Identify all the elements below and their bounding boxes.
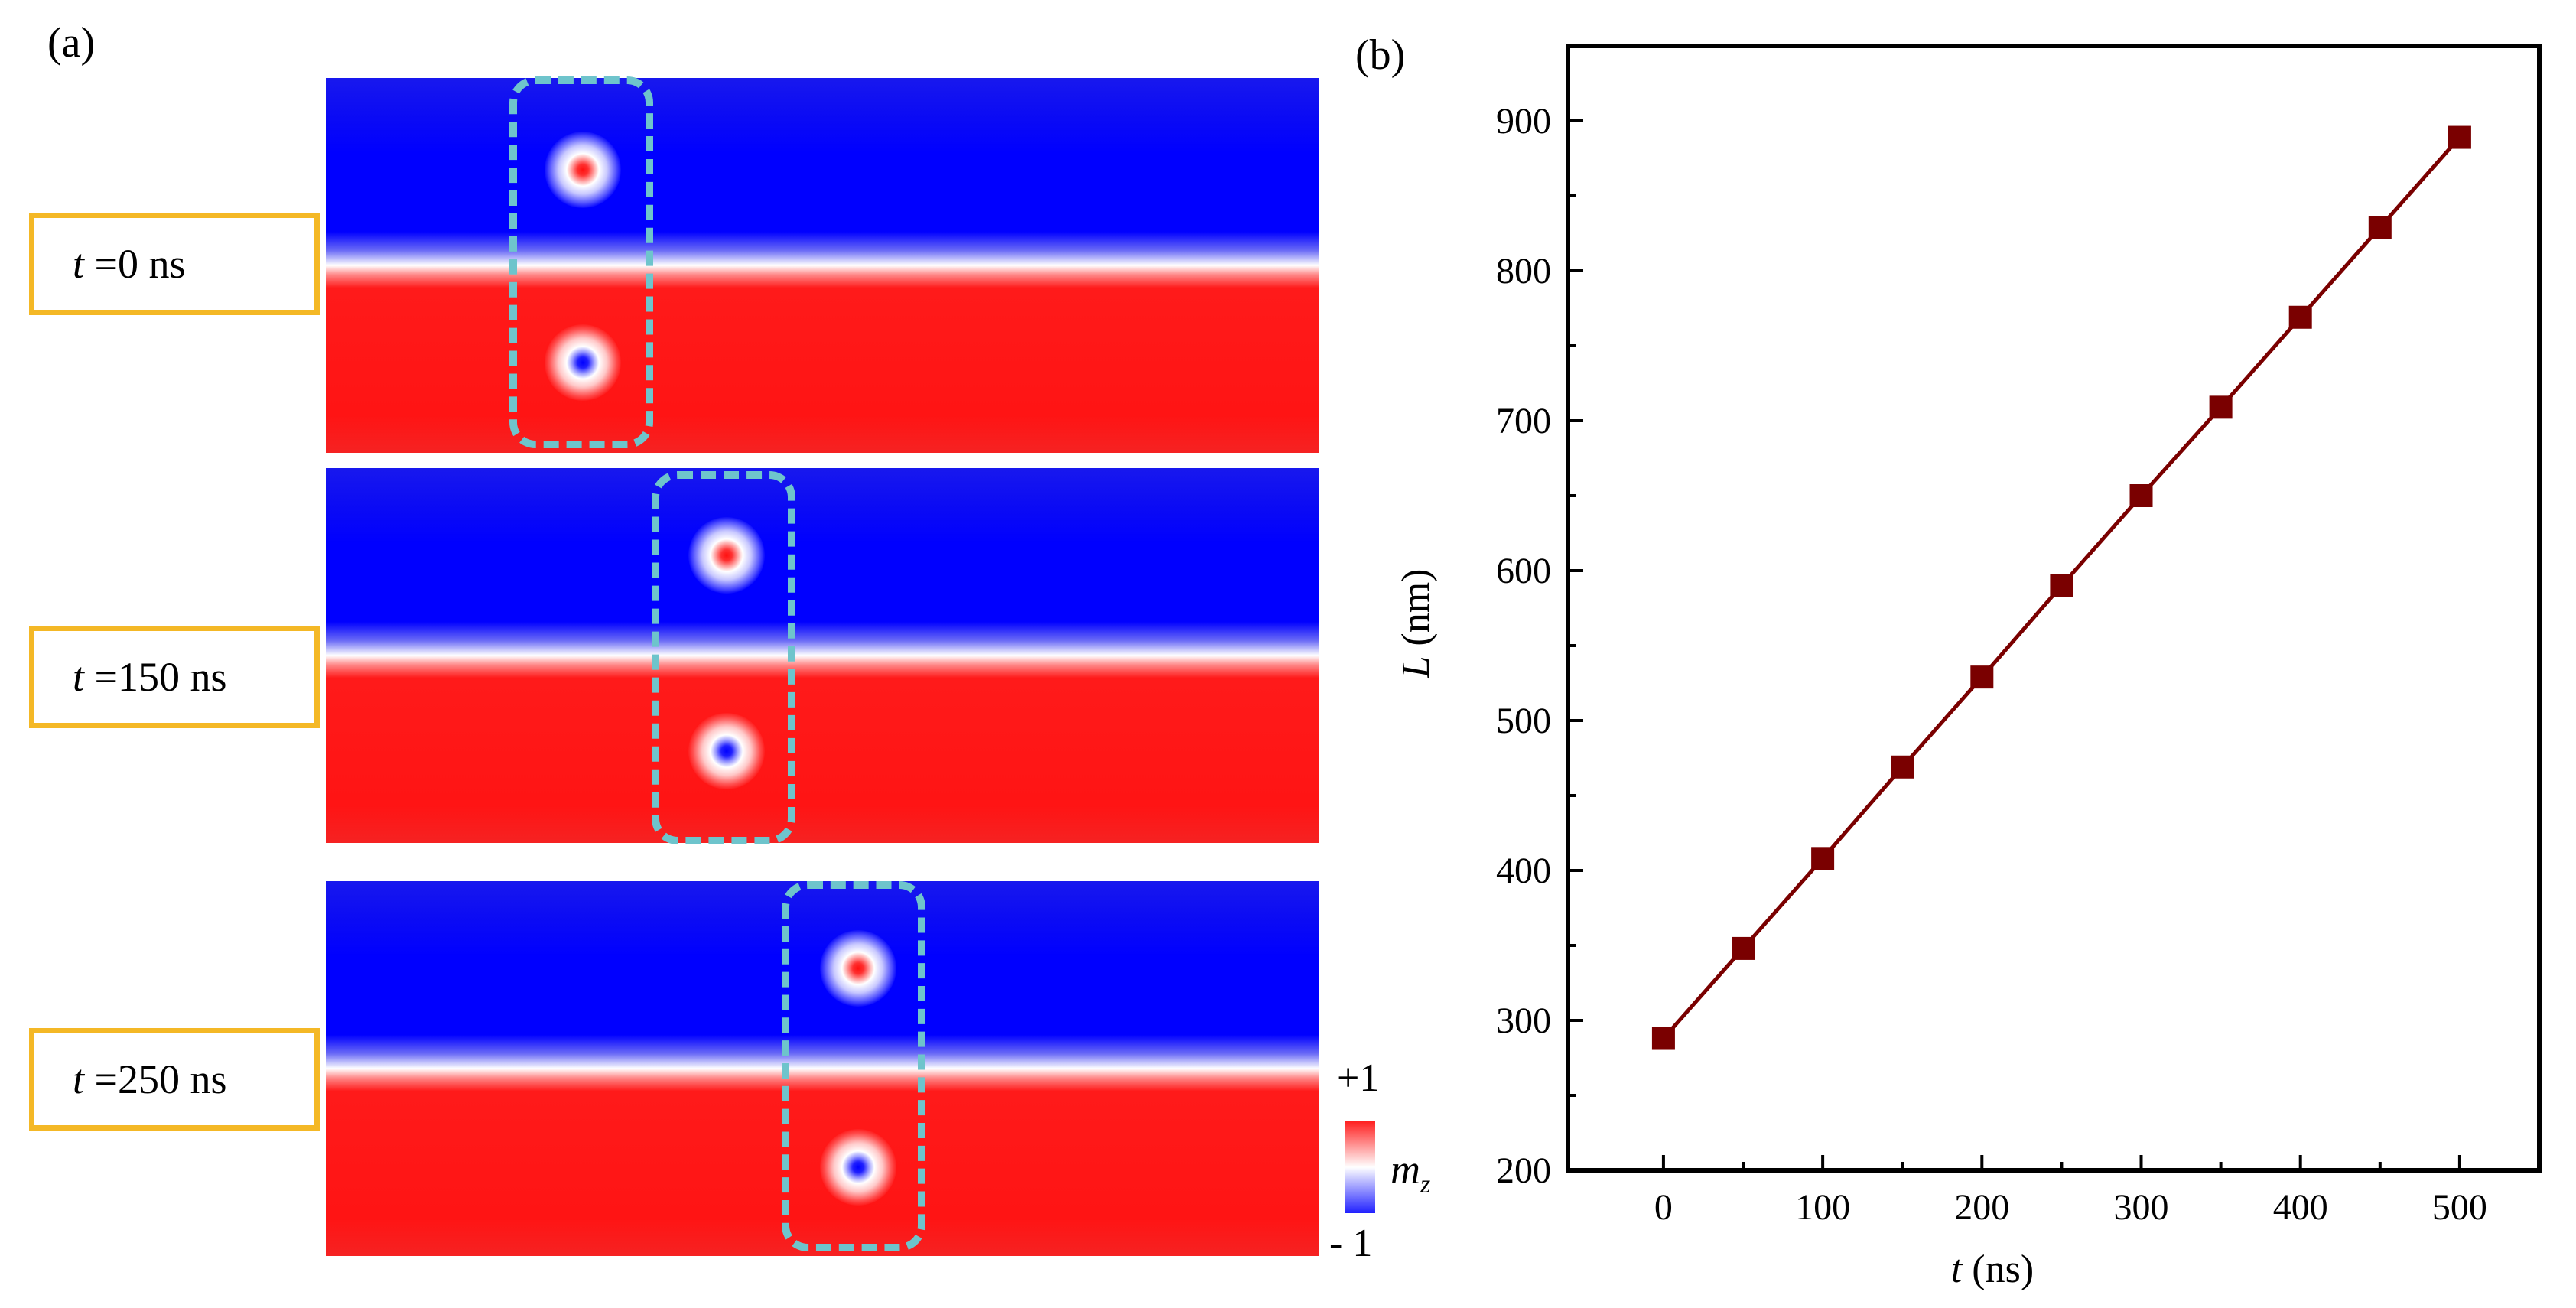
y-tick-label: 500: [1496, 701, 1551, 741]
x-tick-label: 300: [2114, 1187, 2169, 1228]
simulation-snapshot-t150: [326, 468, 1319, 843]
domain-up: [326, 468, 1319, 656]
panel-b-label: (b): [1355, 31, 1406, 79]
time-symbol: t: [73, 241, 85, 287]
data-point: [1970, 665, 1994, 689]
y-tick-label: 700: [1496, 401, 1551, 441]
data-point: [1732, 936, 1755, 960]
panel-a-label: (a): [47, 19, 96, 67]
x-axis-label: t (ns): [1951, 1248, 2034, 1291]
plot-frame: [1566, 44, 2542, 1173]
skyrmion-upper: [688, 517, 765, 594]
y-axis-label: L (nm): [1394, 568, 1438, 678]
x-tick-label: 100: [1795, 1187, 1850, 1228]
time-value: =0 ns: [84, 241, 186, 287]
y-tick-label: 800: [1496, 251, 1551, 291]
data-point: [2129, 484, 2153, 507]
x-tick-label: 0: [1654, 1187, 1673, 1228]
x-tick-label: 400: [2273, 1187, 2328, 1228]
time-value: =250 ns: [84, 1056, 227, 1102]
skyrmion-pair-highlight: [652, 471, 795, 844]
data-point: [2448, 125, 2471, 149]
simulation-snapshot-t0: [326, 78, 1319, 453]
skyrmion-lower: [820, 1129, 896, 1206]
data-point: [1891, 755, 1914, 779]
time-symbol: t: [73, 1056, 85, 1102]
time-symbol: t: [73, 654, 85, 700]
data-point: [2209, 395, 2233, 419]
time-label-250ns: t =250 ns: [29, 1028, 320, 1131]
x-tick-label: 200: [1954, 1187, 2009, 1228]
domain-up: [326, 78, 1319, 265]
time-value: =150 ns: [84, 654, 227, 700]
colorbar: [1345, 1121, 1375, 1213]
data-point: [2368, 216, 2392, 239]
domain-down: [326, 265, 1319, 453]
time-label-150ns: t =150 ns: [29, 626, 320, 728]
skyrmion-upper: [820, 930, 896, 1007]
x-tick-label: 500: [2432, 1187, 2487, 1228]
y-tick-label: 600: [1496, 551, 1551, 591]
simulation-snapshot-t250: [326, 881, 1319, 1256]
y-tick-label: 200: [1496, 1150, 1551, 1191]
data-point: [1651, 1027, 1675, 1050]
y-tick-label: 900: [1496, 101, 1551, 142]
data-point: [2288, 305, 2312, 329]
skyrmion-lower: [545, 324, 621, 401]
skyrmion-pair-highlight: [509, 76, 653, 448]
y-tick-label: 400: [1496, 851, 1551, 891]
data-point: [1811, 847, 1835, 870]
skyrmion-pair-highlight: [782, 881, 925, 1251]
time-label-0ns: t =0 ns: [29, 213, 320, 315]
colorbar-max-label: +1: [1337, 1056, 1380, 1100]
skyrmion-upper: [545, 132, 621, 208]
domain-down: [326, 656, 1319, 843]
data-point: [2050, 574, 2073, 597]
colorbar-min-label: - 1: [1329, 1222, 1373, 1265]
colorbar-variable: mz: [1390, 1147, 1431, 1199]
y-tick-label: 300: [1496, 1001, 1551, 1041]
skyrmion-lower: [688, 713, 765, 789]
